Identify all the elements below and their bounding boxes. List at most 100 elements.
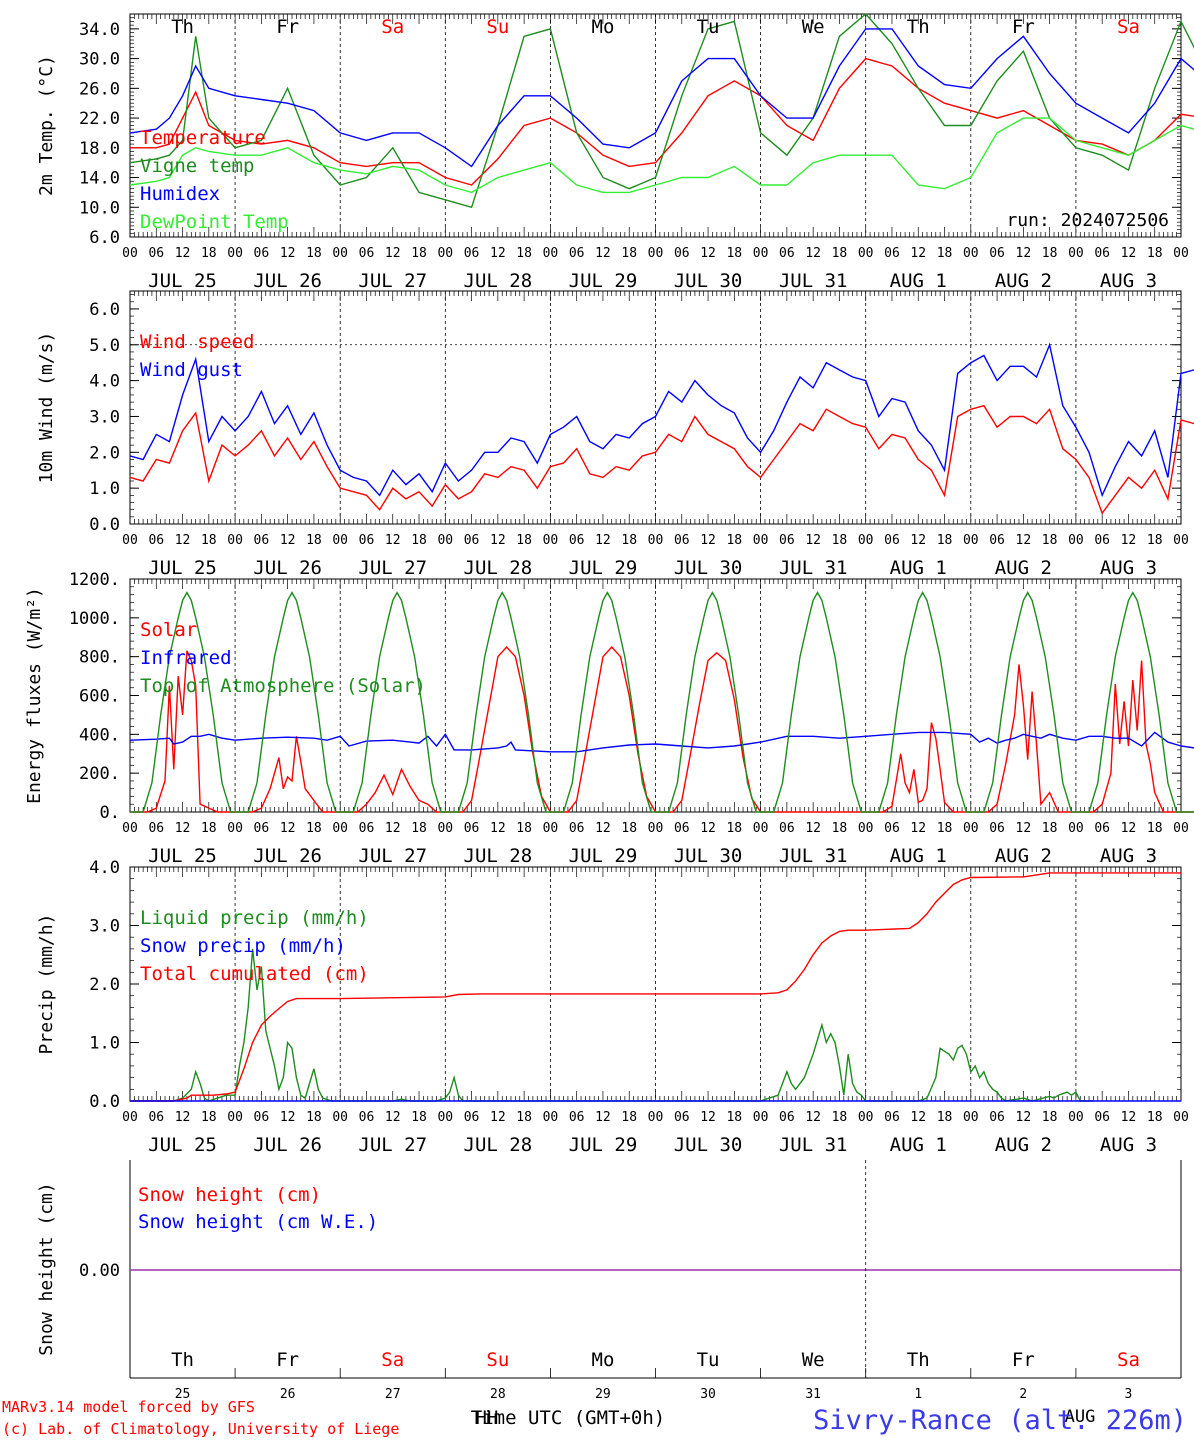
y-tick-label: 14.0 [79,169,120,189]
date-label: JUL 27 [358,1134,427,1156]
hour-label: 18 [1147,246,1163,261]
y-tick-label: 600. [79,687,120,707]
hour-label: 12 [1016,533,1032,548]
day-name: Sa [1117,16,1140,38]
series-vigne-temp [129,13,1194,209]
date-label: JUL 28 [464,845,533,867]
hour-label: 06 [569,821,585,836]
date-label: AUG 2 [995,270,1052,292]
hour-label: 06 [884,821,900,836]
legend-entry: Liquid precip (mm/h) [140,907,369,929]
date-label: JUL 28 [464,557,533,579]
hour-label: 18 [937,1110,953,1125]
day-name: Sa [1117,1349,1140,1371]
day-name: Mo [592,16,615,38]
legend-entry: Humidex [140,183,220,205]
hour-label: 18 [832,533,848,548]
hour-label: 00 [858,533,874,548]
hour-label: 06 [674,246,690,261]
series-liquid-precip-mm-h- [130,948,1094,1102]
hour-label: 00 [543,533,559,548]
hour-label: 00 [648,821,664,836]
station-name: Sivry-Rance (alt. 226m) [813,1405,1187,1436]
hour-label: 18 [621,246,637,261]
y-tick-label: 26.0 [79,79,120,99]
model-credit: MARv3.14 model forced by GFS [2,1398,255,1416]
hour-label: 00 [648,533,664,548]
date-label: JUL 30 [674,1134,743,1156]
hour-label: 00 [1173,246,1189,261]
date-label: JUL 31 [779,1134,848,1156]
day-name: Tu [697,1349,720,1371]
day-name: Tu [697,16,720,38]
month-label: AUG [1065,1407,1096,1427]
y-tick-label: 800. [79,648,120,668]
y-tick-label: 1.0 [89,479,120,499]
y-tick-label: 4.0 [89,858,120,878]
y-tick-label: 4.0 [89,372,120,392]
temperature-frame [129,13,1182,238]
day-name: Mo [592,1349,615,1371]
y-tick-label: 0.0 [89,1092,120,1112]
hour-label: 00 [437,1110,453,1125]
hour-label: 12 [910,246,926,261]
hour-label: 18 [1042,533,1058,548]
legend-entry: DewPoint Temp [140,211,289,233]
hour-label: 12 [805,246,821,261]
hour-label: 00 [437,246,453,261]
day-number: 1 [914,1387,922,1402]
hour-label: 18 [1147,1110,1163,1125]
y-axis-label: Snow height (cm) [36,1182,57,1355]
y-tick-label: 0.0 [89,515,120,535]
hour-label: 00 [1068,1110,1084,1125]
hour-label: 06 [569,246,585,261]
date-label: JUL 31 [779,845,848,867]
hour-label: 12 [1121,246,1137,261]
y-tick-label: 5.0 [89,336,120,356]
series-wind-speed [129,404,1194,515]
hour-label: 00 [1173,821,1189,836]
hour-label: 12 [280,821,296,836]
hour-label: 00 [122,1110,138,1125]
hour-label: 06 [148,246,164,261]
hour-label: 12 [280,246,296,261]
hour-label: 00 [227,821,243,836]
hour-label: 00 [543,1110,559,1125]
date-label: AUG 1 [890,1134,947,1156]
hour-label: 06 [884,246,900,261]
hour-label: 00 [963,1110,979,1125]
date-label: JUL 25 [148,1134,217,1156]
y-tick-label: 0.00 [79,1261,120,1281]
hour-label: 00 [122,821,138,836]
hour-label: 18 [1042,246,1058,261]
date-label: JUL 26 [253,270,322,292]
hour-label: 00 [753,533,769,548]
hour-label: 00 [1068,246,1084,261]
hour-label: 06 [148,533,164,548]
hour-label: 18 [1147,821,1163,836]
hour-label: 12 [805,1110,821,1125]
y-tick-label: 1200. [69,570,120,590]
hour-label: 18 [832,821,848,836]
day-name: Sa [381,16,404,38]
day-number: 25 [175,1387,191,1402]
date-label: JUL 29 [569,845,638,867]
hour-label: 18 [201,533,217,548]
x-axis-label-overlap: HH [476,1407,499,1429]
precip-panel [129,866,1182,1102]
date-label: AUG 1 [890,845,947,867]
date-label: JUL 26 [253,1134,322,1156]
hour-label: 18 [516,246,532,261]
hour-label: 06 [779,821,795,836]
lab-credit: (c) Lab. of Climatology, University of L… [2,1420,399,1438]
hour-label: 06 [674,533,690,548]
hour-label: 18 [621,821,637,836]
date-label: JUL 25 [148,845,217,867]
date-label: JUL 31 [779,270,848,292]
hour-label: 06 [674,1110,690,1125]
hour-label: 06 [464,246,480,261]
day-name: We [802,1349,825,1371]
hour-label: 18 [937,821,953,836]
hour-label: 00 [858,1110,874,1125]
hour-label: 12 [595,1110,611,1125]
